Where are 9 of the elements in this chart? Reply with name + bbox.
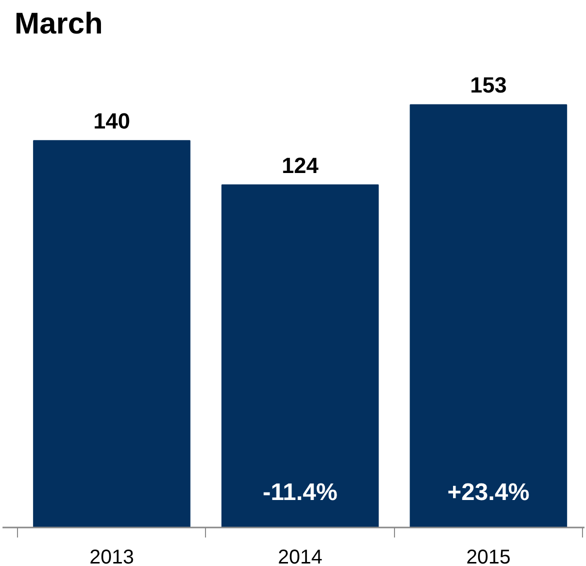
x-tick-label: 2013 — [89, 546, 134, 566]
x-tick-label: 2014 — [278, 546, 322, 566]
x-tick-label: 2015 — [466, 546, 511, 566]
annotation: +23.4% — [447, 478, 530, 506]
chart-title: March — [14, 8, 103, 40]
data-label: 153 — [470, 72, 507, 98]
data-label: 140 — [93, 108, 130, 134]
annotation: -11.4% — [262, 478, 338, 506]
data-label: 124 — [282, 152, 320, 178]
